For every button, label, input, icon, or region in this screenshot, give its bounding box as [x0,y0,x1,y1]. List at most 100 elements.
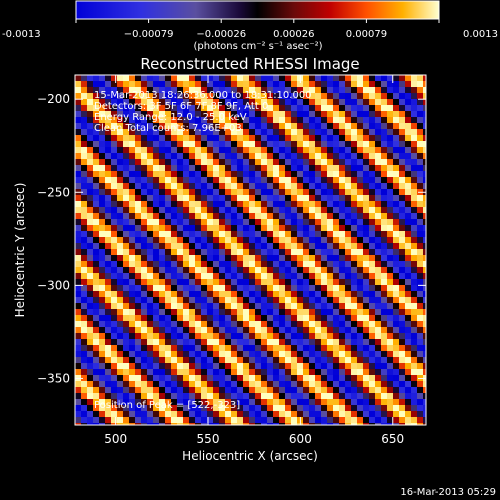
heatmap-cell [285,357,292,364]
heatmap-cell [267,111,274,118]
heatmap-cell [111,201,118,208]
heatmap-cell [387,81,394,88]
heatmap-cell [111,339,118,346]
heatmap-cell [315,177,322,184]
heatmap-cell [315,369,322,376]
heatmap-cell [315,387,322,394]
heatmap-cell [423,117,426,124]
heatmap-cell [399,171,406,178]
heatmap-cell [303,369,310,376]
heatmap-cell [129,171,136,178]
heatmap-cell [309,243,316,250]
heatmap-cell [423,201,426,208]
heatmap-cell [387,207,394,214]
heatmap-cell [375,423,382,425]
heatmap-cell [147,363,154,370]
heatmap-cell [237,303,244,310]
heatmap-cell [405,159,412,166]
heatmap-cell [333,309,340,316]
heatmap-cell [87,171,94,178]
heatmap-cell [303,267,310,274]
heatmap-cell [273,177,280,184]
heatmap-cell [195,411,202,418]
heatmap-cell [189,321,196,328]
heatmap-cell [393,129,400,136]
heatmap-cell [177,105,184,112]
heatmap-cell [225,309,232,316]
heatmap-cell [195,99,202,106]
heatmap-cell [291,225,298,232]
heatmap-cell [129,303,136,310]
heatmap-cell [195,369,202,376]
heatmap-cell [333,129,340,136]
heatmap-cell [117,207,124,214]
heatmap-cell [297,393,304,400]
heatmap-cell [369,87,376,94]
heatmap-cell [375,369,382,376]
heatmap-cell [153,411,160,418]
heatmap-cell [81,357,88,364]
heatmap-cell [405,225,412,232]
heatmap-cell [135,225,142,232]
heatmap-cell [81,417,88,424]
heatmap-cell [387,195,394,202]
heatmap-cell [93,237,100,244]
heatmap-cell [357,297,364,304]
heatmap-cell [141,99,148,106]
heatmap-cell [213,87,220,94]
heatmap-cell [129,243,136,250]
heatmap-cell [201,321,208,328]
heatmap-cell [321,177,328,184]
heatmap-cell [357,153,364,160]
heatmap-cell [141,309,148,316]
heatmap-cell [309,255,316,262]
heatmap-cell [327,315,334,322]
heatmap-cell [405,399,412,406]
heatmap-cell [309,273,316,280]
heatmap-cell [213,273,220,280]
heatmap-cell [135,141,142,148]
heatmap-cell [171,285,178,292]
heatmap-cell [267,195,274,202]
heatmap-cell [393,393,400,400]
heatmap-cell [135,237,142,244]
heatmap-cell [417,279,424,286]
heatmap-cell [285,291,292,298]
heatmap-cell [237,309,244,316]
heatmap-cell [129,363,136,370]
heatmap-cell [165,141,172,148]
heatmap-cell [417,309,424,316]
heatmap-cell [159,213,166,220]
heatmap-cell [243,309,250,316]
heatmap-cell [159,387,166,394]
heatmap-cell [417,357,424,364]
heatmap-cell [135,411,142,418]
heatmap-cell [81,81,88,88]
heatmap-cell [129,357,136,364]
heatmap-cell [195,237,202,244]
heatmap-cell [129,111,136,118]
heatmap-cell [195,177,202,184]
heatmap-cell [105,231,112,238]
heatmap-cell [267,189,274,196]
heatmap-cell [417,261,424,268]
heatmap-cell [393,321,400,328]
heatmap-cell [315,315,322,322]
heatmap-cell [93,231,100,238]
heatmap-cell [297,369,304,376]
heatmap-cell [387,201,394,208]
heatmap-cell [117,231,124,238]
heatmap-cell [123,315,130,322]
heatmap-cell [231,183,238,190]
heatmap-cell [189,291,196,298]
heatmap-cell [255,279,262,286]
heatmap-cell [369,279,376,286]
heatmap-cell [129,105,136,112]
heatmap-cell [153,159,160,166]
heatmap-cell [285,285,292,292]
heatmap-cell [273,285,280,292]
heatmap-cell [219,153,226,160]
heatmap-cell [297,381,304,388]
heatmap-cell [273,99,280,106]
heatmap-cell [141,225,148,232]
